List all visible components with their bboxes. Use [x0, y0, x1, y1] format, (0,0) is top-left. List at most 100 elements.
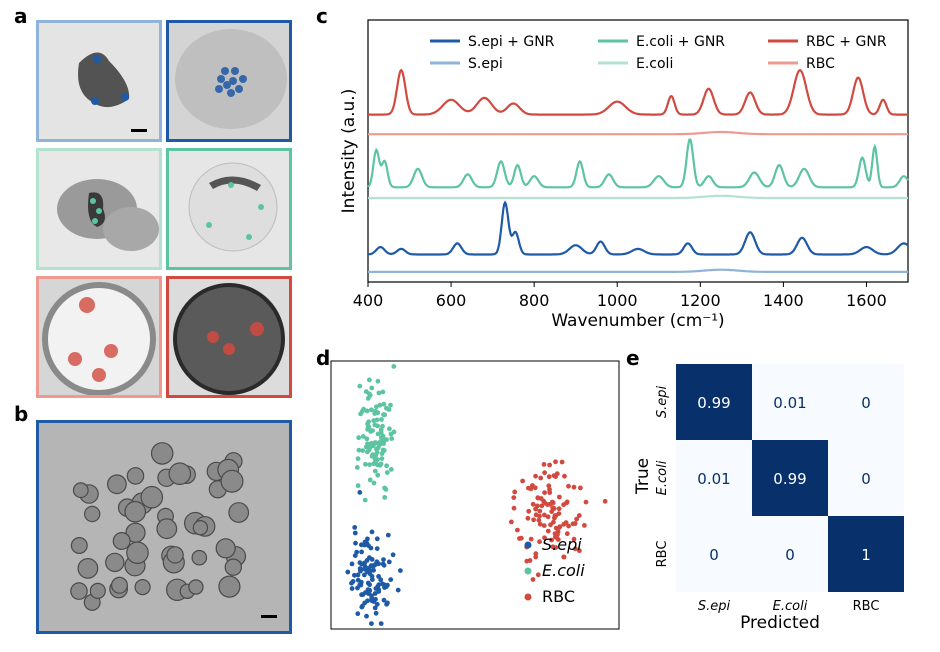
sem-cell — [70, 536, 88, 554]
scatter-point — [388, 402, 393, 408]
scatter-point — [369, 453, 375, 459]
scatter-point — [381, 557, 386, 562]
scatter-point — [537, 521, 543, 527]
cm-cell — [828, 440, 904, 516]
scatter-point — [358, 411, 363, 417]
scatter-point — [566, 483, 571, 489]
spectra-x-label: Wavenumber (cm⁻¹) — [551, 311, 724, 331]
scatter-point — [574, 516, 579, 522]
scatter-point — [369, 529, 375, 535]
cm-cell-value: 0.01 — [697, 470, 730, 488]
scatter-point — [359, 561, 364, 567]
sem-cell — [125, 522, 146, 543]
scatter-point — [381, 401, 387, 407]
cm-cell — [676, 364, 752, 440]
scatter-point — [549, 509, 555, 514]
scatter-point — [367, 477, 373, 483]
scatter-point — [542, 535, 547, 541]
scatter-point — [364, 408, 370, 414]
scatter-point — [566, 523, 571, 529]
spectrum-rbc_gnr — [368, 68, 908, 116]
scatter-point — [366, 419, 371, 425]
scatter-point — [371, 418, 377, 423]
sem-cell — [110, 576, 128, 594]
cm-x-tick-label: S.epi — [698, 599, 731, 614]
scatter-legend-label: RBC — [542, 587, 575, 606]
cm-cell — [676, 516, 752, 592]
scatter-point — [355, 456, 361, 462]
scatter-point — [573, 546, 578, 552]
sem-cell — [150, 442, 174, 465]
scatter-point — [369, 385, 375, 391]
scatter-point — [571, 484, 577, 490]
scatter-point — [563, 520, 569, 526]
sem-cell — [224, 558, 242, 576]
scatter-point — [352, 572, 357, 578]
scatter-legend-label: S.epi — [542, 535, 582, 554]
scatter-point — [375, 583, 381, 589]
scatter-point — [398, 568, 403, 573]
scatter-point — [556, 511, 562, 516]
panel-label-e: e — [626, 346, 640, 370]
scatter-point — [357, 566, 363, 571]
scatter-point — [517, 536, 522, 541]
scatter-point — [367, 377, 372, 383]
scatter-point — [369, 621, 374, 626]
confusion-matrix: 0.99 0.01 0 0.01 0.99 0 0 0 1 S.epi S.epi E.coli E.… — [633, 364, 904, 633]
sem-cell — [168, 462, 192, 485]
scatter-point — [511, 495, 517, 500]
cm-x-tick-label: E.coli — [773, 599, 808, 614]
scatter-point — [366, 568, 372, 574]
scatter-point — [577, 548, 582, 554]
scatter-point — [378, 621, 384, 626]
scatter-point — [559, 459, 565, 465]
sem-cell — [166, 546, 184, 564]
micrograph-ecoli — [36, 148, 162, 270]
legend-label-sepi_gnr: S.epi + GNR — [468, 34, 555, 50]
scatter-point — [390, 552, 396, 558]
scatter-point — [388, 431, 394, 437]
scatter-point — [378, 461, 384, 467]
scatter-point — [362, 564, 368, 569]
scatter-point — [528, 486, 534, 492]
sem-cell — [126, 541, 149, 564]
scatter-point — [364, 558, 370, 563]
scatter-point — [372, 591, 378, 596]
scatter-point — [384, 470, 390, 475]
scatter-point — [370, 577, 375, 582]
scatter-point — [357, 490, 363, 495]
scatter-point — [547, 462, 552, 468]
cm-cell-value: 0 — [709, 546, 719, 564]
scatter-point — [533, 506, 538, 512]
scatter-point — [369, 407, 374, 413]
scatter-point — [373, 408, 378, 414]
scatter-point — [381, 439, 386, 445]
raman-spectra-chart: S.epi + GNR S.epi E.coli + GNR E.coli RBC + … — [339, 19, 909, 331]
sem-cell — [215, 538, 236, 559]
micrograph-rbc — [36, 276, 162, 398]
cm-y-tick-label: S.epi — [655, 385, 670, 418]
scatter-point — [388, 467, 394, 472]
spectrum-sepi — [368, 268, 908, 273]
scatter-point — [380, 561, 386, 567]
scatter-point — [363, 461, 368, 467]
scatter-point — [554, 471, 560, 477]
scatter-point — [561, 502, 566, 508]
scatter-point — [379, 417, 384, 422]
sem-cell — [84, 505, 101, 523]
sem-cell — [72, 482, 89, 499]
x-tick-label: 1600 — [846, 291, 887, 310]
scatter-point — [562, 473, 567, 479]
scatter-point — [557, 524, 563, 530]
scatter-point — [360, 448, 366, 453]
scatter-point — [509, 519, 514, 525]
scatter-point — [536, 517, 542, 523]
scatter-point — [542, 490, 547, 495]
scatter-point — [553, 534, 558, 540]
legend-label-rbc: RBC — [806, 56, 835, 72]
scatter-point — [556, 506, 562, 512]
scatter-point — [375, 378, 381, 384]
x-tick-label: 1200 — [680, 291, 721, 310]
scatter-point — [545, 528, 551, 534]
panel-label-d: d — [316, 346, 331, 370]
